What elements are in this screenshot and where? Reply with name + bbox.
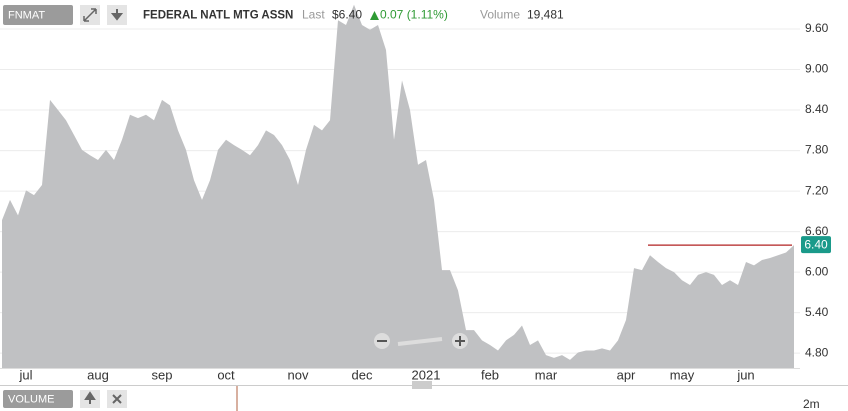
y-tick-label: 7.20	[805, 183, 829, 197]
expand-icon	[83, 8, 97, 22]
y-tick-label: 8.40	[805, 102, 829, 116]
volume-box[interactable]	[3, 390, 73, 408]
x-tick-label: sep	[152, 367, 173, 382]
volume-label: Volume	[480, 8, 520, 22]
x-tick-label: jul	[18, 367, 32, 382]
x-tick-label: aug	[87, 367, 109, 382]
y-tick-label: 5.40	[805, 305, 829, 319]
y-tick-label: 4.80	[805, 345, 829, 359]
price-change: 0.07 (1.11%)	[380, 8, 448, 22]
symbol-box[interactable]	[3, 5, 73, 25]
plot-area	[0, 4, 800, 369]
x-tick-label: mar	[535, 367, 558, 382]
x-tick-label: apr	[617, 367, 636, 382]
symbol[interactable]: FNMAT	[8, 9, 45, 21]
x-tick-label: oct	[217, 367, 235, 382]
x-tick-label: feb	[481, 367, 499, 382]
last-label: Last	[302, 8, 325, 22]
move-up-icon	[84, 391, 96, 404]
zoom-in-icon	[455, 336, 465, 346]
x-tick-label: may	[670, 367, 695, 382]
x-tick-label: jun	[736, 367, 754, 382]
y-tick-label: 6.00	[805, 264, 829, 278]
up-arrow	[370, 11, 379, 20]
zoom-slider[interactable]	[397, 337, 443, 346]
x-tick-label: 2021	[412, 367, 441, 382]
x-tick-label: nov	[288, 367, 309, 382]
y-tick-label: 7.80	[805, 143, 829, 157]
download-icon	[110, 9, 124, 21]
company-name: FEDERAL NATL MTG ASSN	[143, 10, 293, 22]
resize-handle[interactable]	[412, 381, 432, 389]
y-tick-label: 6.60	[805, 224, 829, 238]
volume-panel-label[interactable]: VOLUME	[8, 393, 54, 405]
last-price: $6.40	[332, 8, 362, 22]
close-icon	[112, 394, 122, 404]
volume-value: 19,481	[527, 8, 564, 22]
y-tick-label: 9.60	[805, 21, 829, 35]
x-tick-label: dec	[352, 367, 373, 382]
y-tick-label: 9.00	[805, 62, 829, 76]
last-price-badge-label: 6.40	[804, 237, 828, 251]
price-area	[2, 4, 794, 369]
volume-scale: 2m	[803, 397, 820, 411]
last-price-badge	[801, 236, 831, 254]
